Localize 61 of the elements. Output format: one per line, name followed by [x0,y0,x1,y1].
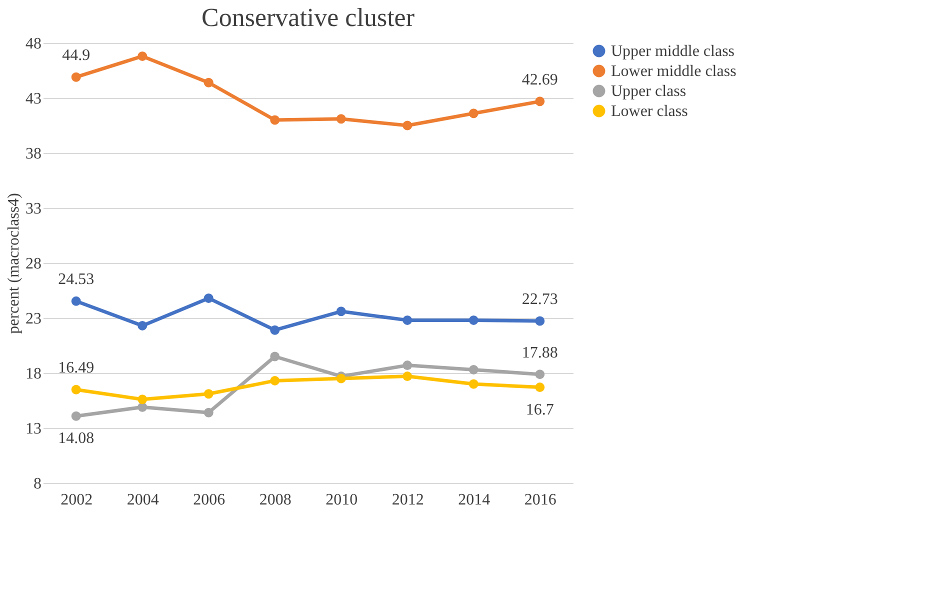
legend-label: Upper middle class [611,43,735,60]
point [468,315,478,325]
point [71,72,81,82]
data-label: 42.69 [522,71,558,88]
point [535,370,545,380]
y-tick-label: 28 [26,256,42,272]
point [138,402,148,412]
data-label: 16.7 [526,401,554,418]
point [468,364,478,374]
point [336,114,346,124]
y-tick-label: 18 [26,366,42,382]
point [71,411,81,421]
point [204,408,214,418]
y-tick-label: 48 [26,36,42,52]
y-tick-label: 38 [26,146,42,162]
point [402,360,412,370]
legend-label: Upper class [611,83,686,100]
point [71,384,81,394]
data-label: 22.73 [522,290,558,308]
y-tick-label: 23 [26,310,42,328]
data-label: 24.53 [58,271,94,288]
x-tick-label: 2010 [326,492,358,508]
x-tick-label: 2002 [60,492,93,508]
data-label: 14.08 [58,430,94,448]
point [468,379,478,389]
point [270,325,280,335]
point [535,382,545,392]
point [71,296,81,306]
point [270,376,280,386]
point [535,96,545,106]
legend-label: Lower class [611,103,688,120]
data-label: 17.88 [522,344,558,362]
point [138,51,148,61]
point [204,78,214,88]
y-tick-label: 43 [26,90,42,108]
x-tick-label: 2016 [524,492,556,508]
legend-label: Lower middle class [611,63,736,80]
point [402,315,412,325]
point [336,306,346,316]
point [204,293,214,303]
point [270,115,280,125]
y-tick-label: 13 [26,420,42,438]
data-label: 44.9 [62,47,90,64]
x-tick-label: 2014 [458,492,490,508]
x-tick-label: 2004 [126,492,159,508]
point [535,316,545,326]
y-axis-title: percent (macroclass4) [6,193,22,334]
point [468,108,478,118]
point [270,352,280,362]
point [402,372,412,382]
point [204,389,214,399]
x-tick-label: 2008 [259,492,292,508]
data-label: 16.49 [58,360,94,377]
chart-title: Conservative cluster [202,3,415,32]
point [402,120,412,130]
x-tick-label: 2006 [193,492,226,508]
x-tick-label: 2012 [392,492,424,508]
point [138,320,148,330]
y-tick-label: 33 [26,200,42,218]
y-tick-label: 8 [34,476,42,492]
point [138,394,148,404]
